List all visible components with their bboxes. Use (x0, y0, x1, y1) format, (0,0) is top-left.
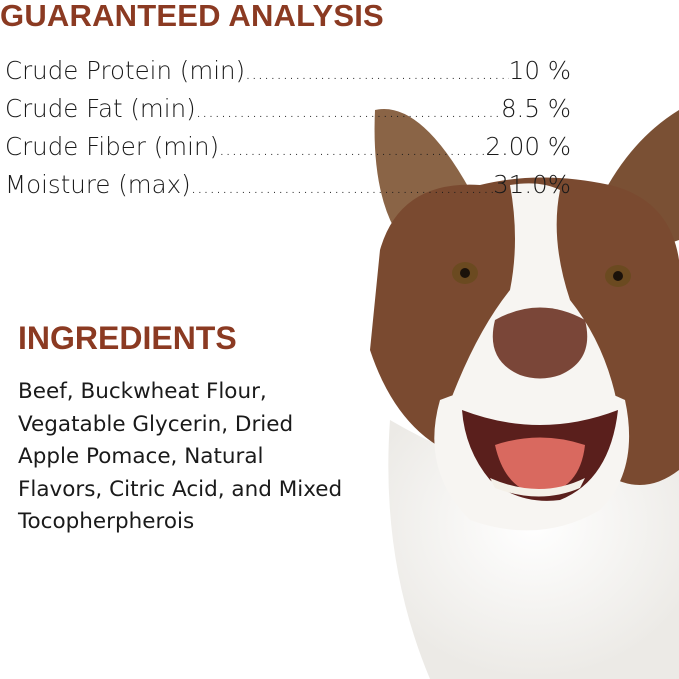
ingredients-text: Beef, Buckwheat Flour, Vegatable Glyceri… (18, 376, 378, 539)
analysis-label: Moisture (max) (5, 170, 191, 199)
ingredients-line: Vegatable Glycerin, Dried (18, 411, 294, 437)
guaranteed-analysis-heading: GUARANTEED ANALYSIS (0, 0, 384, 33)
analysis-row: Crude Protein (min) 10 % (5, 56, 571, 94)
analysis-label: Crude Fiber (min) (5, 132, 220, 161)
dog-tongue (495, 437, 585, 495)
dot-leader (245, 63, 509, 84)
analysis-value: 10 % (508, 56, 571, 85)
ingredients-line: Tocopherpherois (18, 509, 195, 534)
ingredients-line: Flavors, Citric Acid, and Mixed (18, 476, 343, 502)
dot-leader (196, 101, 501, 122)
dot-leader (191, 177, 493, 198)
analysis-value: 31.0% (493, 170, 571, 199)
analysis-label: Crude Protein (min) (5, 56, 246, 85)
analysis-row: Crude Fiber (min) 2.00 % (5, 132, 571, 170)
analysis-row: Crude Fat (min) 8.5 % (5, 94, 571, 132)
ingredients-line: Apple Pomace, Natural (18, 444, 264, 469)
ingredients-line: Beef, Buckwheat Flour, (18, 379, 267, 404)
analysis-row: Moisture (max) 31.0% (5, 170, 571, 208)
dot-leader (219, 139, 485, 160)
analysis-value: 8.5 % (500, 94, 571, 123)
analysis-value: 2.00 % (485, 132, 571, 161)
dog-nose (492, 307, 588, 379)
analysis-table: Crude Protein (min) 10 % Crude Fat (min) 8… (5, 56, 571, 208)
analysis-label: Crude Fat (min) (5, 94, 196, 123)
dog-teeth (490, 478, 585, 497)
ingredients-heading: INGREDIENTS (18, 320, 237, 356)
